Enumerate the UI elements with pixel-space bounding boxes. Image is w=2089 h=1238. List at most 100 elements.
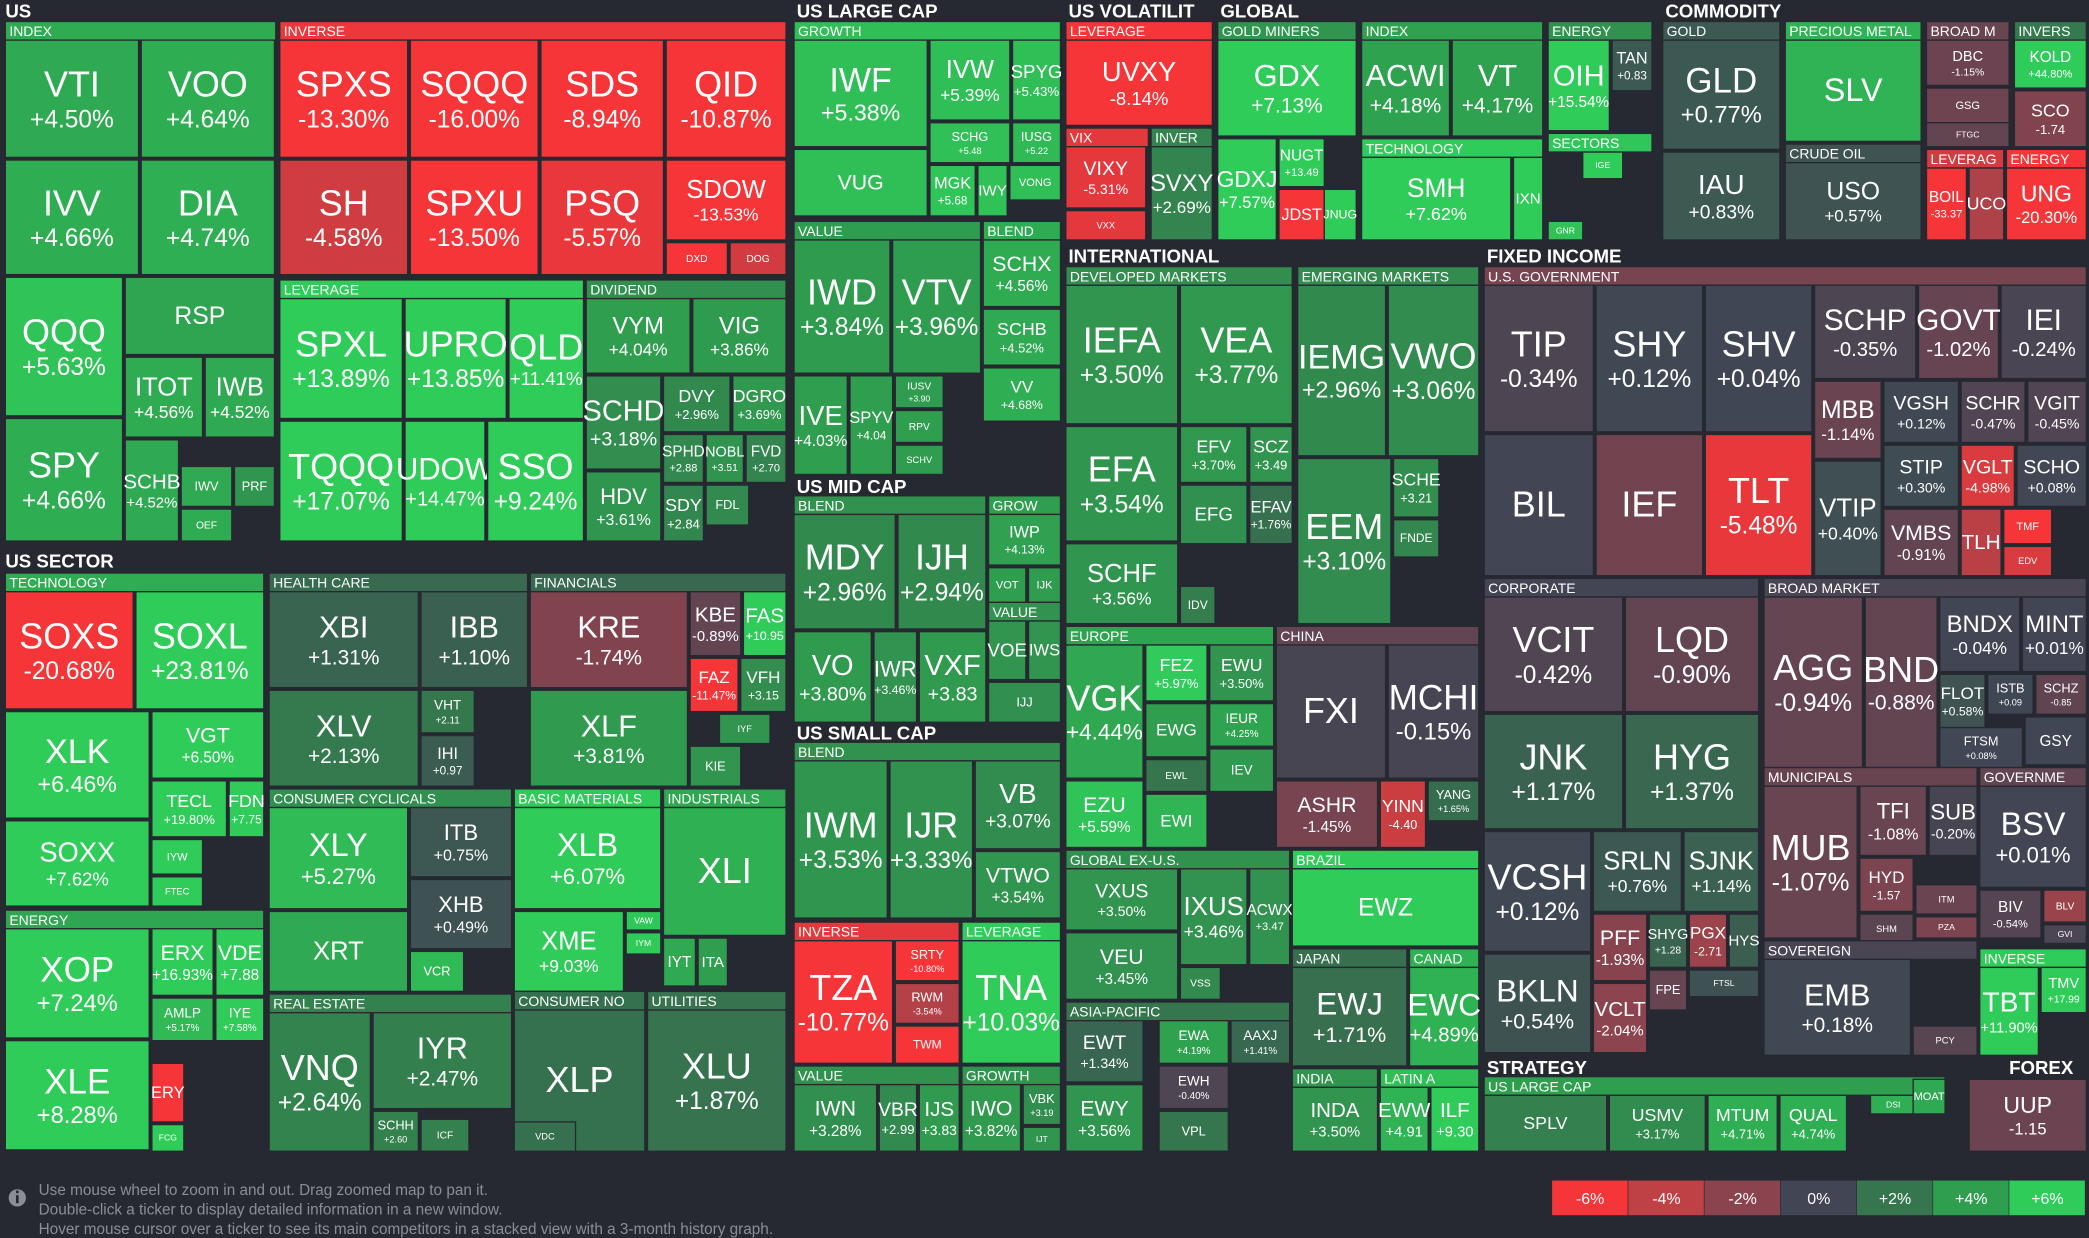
tile[interactable]: [1408, 966, 1480, 1067]
ticker[interactable]: EWW: [1378, 1099, 1431, 1122]
ticker[interactable]: EWU: [1221, 655, 1263, 675]
tile[interactable]: [420, 591, 529, 689]
tile[interactable]: [140, 39, 276, 159]
ticker[interactable]: IGE: [1595, 160, 1610, 170]
tile[interactable]: [1011, 122, 1062, 164]
ticker[interactable]: VV: [1010, 377, 1033, 396]
tile[interactable]: [891, 239, 982, 374]
tile[interactable]: [1451, 39, 1544, 137]
ticker[interactable]: IAU: [1698, 169, 1745, 200]
tile[interactable]: [987, 513, 1062, 566]
ticker[interactable]: IVE: [798, 400, 842, 431]
ticker[interactable]: PFF: [1600, 926, 1640, 950]
tile[interactable]: [1883, 444, 1960, 508]
ticker[interactable]: UDOW: [396, 452, 495, 487]
tile[interactable]: [793, 148, 928, 217]
ticker[interactable]: TFI: [1877, 799, 1910, 824]
tile[interactable]: [151, 1123, 185, 1152]
ticker[interactable]: TECL: [166, 791, 212, 811]
tile[interactable]: [124, 439, 180, 542]
tile[interactable]: [1960, 508, 2002, 577]
ticker[interactable]: IEF: [1621, 484, 1677, 525]
tile[interactable]: [409, 159, 539, 276]
tile[interactable]: [404, 297, 507, 420]
tile[interactable]: [513, 1121, 577, 1152]
tile[interactable]: [1547, 39, 1611, 132]
ticker[interactable]: SOXX: [39, 837, 115, 868]
tile[interactable]: [697, 937, 729, 987]
ticker[interactable]: BIV: [1998, 899, 2023, 916]
tile[interactable]: [878, 1083, 918, 1152]
tile[interactable]: [1483, 713, 1624, 830]
ticker[interactable]: TNA: [975, 967, 1047, 1008]
ticker[interactable]: IEV: [1231, 763, 1253, 778]
tile[interactable]: [793, 630, 872, 723]
ticker[interactable]: JNK: [1519, 736, 1587, 777]
tile[interactable]: [2024, 716, 2088, 766]
tile[interactable]: [918, 630, 987, 723]
tile[interactable]: [987, 567, 1027, 604]
ticker[interactable]: FAS: [745, 605, 784, 628]
tile[interactable]: [1592, 913, 1648, 982]
ticker[interactable]: SHY: [1612, 323, 1686, 364]
ticker[interactable]: VXF: [924, 650, 980, 682]
tile[interactable]: [1278, 188, 1325, 241]
ticker[interactable]: USMV: [1632, 1105, 1684, 1125]
tile[interactable]: [793, 513, 896, 630]
tile[interactable]: [929, 39, 1011, 121]
tile[interactable]: [151, 838, 204, 875]
ticker[interactable]: VSS: [1190, 979, 1211, 990]
tile[interactable]: [665, 39, 787, 159]
tile[interactable]: [982, 308, 1062, 366]
ticker[interactable]: FVD: [751, 444, 782, 461]
tile[interactable]: [4, 928, 150, 1039]
ticker[interactable]: ITOT: [135, 373, 193, 401]
tile[interactable]: [1624, 596, 1760, 713]
ticker[interactable]: SCHH: [378, 1117, 414, 1132]
ticker[interactable]: VGT: [186, 724, 230, 748]
ticker[interactable]: TWM: [913, 1037, 942, 1051]
tile[interactable]: [1648, 969, 1688, 1011]
ticker[interactable]: USO: [1826, 179, 1880, 206]
ticker[interactable]: DXD: [686, 254, 708, 265]
tile[interactable]: [1547, 220, 1584, 241]
tile[interactable]: [409, 878, 513, 950]
ticker[interactable]: MTUM: [1716, 1105, 1770, 1125]
ticker[interactable]: ITB: [444, 820, 478, 845]
ticker[interactable]: ITM: [1938, 894, 1954, 904]
ticker[interactable]: VGIT: [2034, 393, 2080, 415]
ticker[interactable]: EWI: [1160, 811, 1192, 830]
tile[interactable]: [1217, 39, 1357, 137]
tile[interactable]: [793, 39, 928, 148]
ticker[interactable]: MINT: [2025, 611, 2084, 638]
ticker[interactable]: IUSV: [907, 381, 931, 392]
ticker[interactable]: IYR: [417, 1032, 468, 1066]
tile[interactable]: [1813, 460, 1882, 577]
ticker[interactable]: VTI: [44, 64, 100, 105]
tile[interactable]: [420, 689, 475, 734]
tile[interactable]: [1704, 284, 1813, 433]
ticker[interactable]: ILF: [1440, 1099, 1470, 1122]
ticker[interactable]: UVXY: [1102, 56, 1176, 87]
tile[interactable]: [961, 1083, 1022, 1152]
tile[interactable]: [233, 465, 276, 508]
ticker[interactable]: IJK: [1037, 580, 1054, 592]
tile[interactable]: [662, 433, 705, 484]
tile[interactable]: [1278, 138, 1325, 188]
ticker[interactable]: QQQ: [22, 311, 106, 352]
tile[interactable]: [1249, 425, 1293, 484]
tile[interactable]: [1939, 673, 1986, 729]
tile[interactable]: [793, 375, 848, 476]
ticker[interactable]: GNR: [1556, 225, 1575, 235]
tile[interactable]: [1179, 484, 1248, 545]
tile[interactable]: [982, 239, 1062, 308]
ticker[interactable]: IVV: [43, 182, 101, 223]
ticker[interactable]: OIH: [1553, 61, 1605, 93]
tile[interactable]: [268, 689, 419, 787]
ticker[interactable]: FTSL: [1713, 978, 1734, 988]
tile[interactable]: [4, 276, 124, 417]
tile[interactable]: [268, 910, 409, 993]
tile[interactable]: [1217, 138, 1277, 241]
tile[interactable]: [140, 159, 276, 276]
tile[interactable]: [1979, 966, 2040, 1056]
